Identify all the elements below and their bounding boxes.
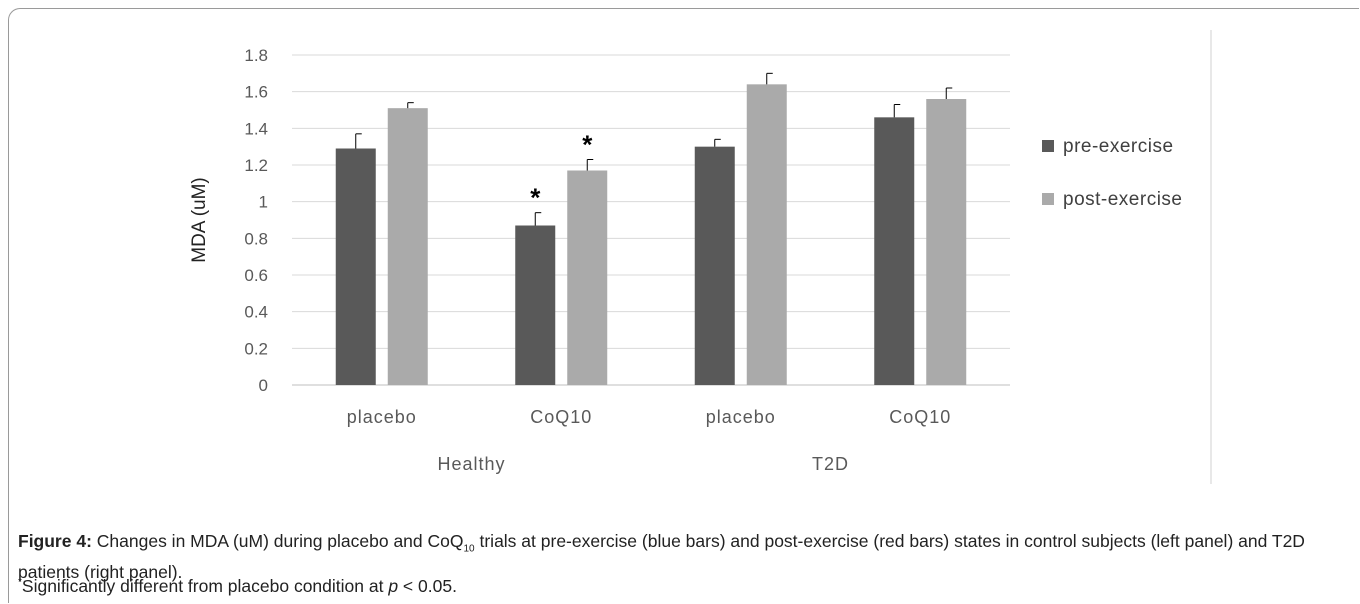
mda-bar-chart: 0 0.2 0.4 0.6 0.8 1 1.2 1.4 1.6 1.8 MDA (uM) * * plac… bbox=[189, 30, 1212, 484]
bar-post-exercise bbox=[387, 108, 428, 386]
note-text: Significantly different from placebo con… bbox=[21, 576, 389, 596]
note-marker: * bbox=[18, 577, 22, 589]
significance-marker: * bbox=[530, 183, 541, 213]
figure-frame bbox=[8, 8, 1359, 603]
bar-pre-exercise bbox=[694, 146, 735, 385]
y-tick-label: 1.4 bbox=[244, 119, 268, 138]
y-tick-label: 1.6 bbox=[244, 83, 268, 102]
y-tick-label: 0.4 bbox=[244, 303, 268, 322]
y-tick-label: 0.6 bbox=[244, 266, 268, 285]
x-category-label: CoQ10 bbox=[530, 407, 592, 427]
caption-label: Figure 4: bbox=[18, 531, 92, 551]
legend-label: post-exercise bbox=[1063, 189, 1183, 210]
y-tick-label: 1 bbox=[259, 193, 268, 212]
significance-note: *Significantly different from placebo co… bbox=[18, 576, 457, 597]
legend-swatch bbox=[1042, 140, 1054, 152]
y-tick-label: 1.2 bbox=[244, 156, 268, 175]
note-p: p bbox=[388, 576, 399, 596]
legend-swatch bbox=[1042, 193, 1054, 205]
x-category-label: CoQ10 bbox=[889, 407, 951, 427]
significance-marker: * bbox=[582, 130, 593, 160]
bar-post-exercise bbox=[567, 170, 608, 385]
y-tick-label: 1.8 bbox=[244, 46, 268, 65]
y-axis-label: MDA (uM) bbox=[189, 177, 210, 263]
x-group-label: T2D bbox=[812, 454, 849, 474]
figure-caption: Figure 4: Changes in MDA (uM) during pla… bbox=[18, 530, 1348, 584]
bar-post-exercise bbox=[746, 84, 787, 385]
y-tick-label: 0 bbox=[259, 376, 268, 395]
x-category-label: placebo bbox=[706, 407, 776, 427]
bar-post-exercise bbox=[926, 99, 967, 385]
bar-pre-exercise bbox=[335, 148, 376, 385]
x-category-label: placebo bbox=[347, 407, 417, 427]
x-group-label: Healthy bbox=[437, 454, 505, 474]
y-tick-label: 0.8 bbox=[244, 229, 268, 248]
note-text-end: < 0.05. bbox=[398, 576, 457, 596]
y-tick-label: 0.2 bbox=[244, 339, 268, 358]
caption-text-1: Changes in MDA (uM) during placebo and C… bbox=[91, 531, 464, 551]
bar-pre-exercise bbox=[874, 117, 915, 385]
caption-text-2: trials at pre-exercise (blue bars) and p… bbox=[18, 531, 1305, 582]
bar-pre-exercise bbox=[515, 225, 556, 385]
legend-label: pre-exercise bbox=[1063, 136, 1174, 157]
caption-subscript: 10 bbox=[463, 543, 475, 555]
